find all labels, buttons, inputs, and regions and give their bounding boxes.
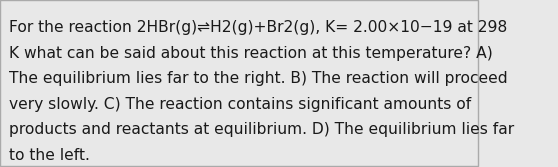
FancyBboxPatch shape — [0, 0, 478, 165]
Text: The equilibrium lies far to the right. B) The reaction will proceed: The equilibrium lies far to the right. B… — [8, 71, 507, 86]
Text: K what can be said about this reaction at this temperature? A): K what can be said about this reaction a… — [8, 46, 492, 60]
Text: For the reaction 2HBr(g)⇌H2(g)+Br2(g), K= 2.00×10−19 at 298: For the reaction 2HBr(g)⇌H2(g)+Br2(g), K… — [8, 20, 507, 35]
Text: to the left.: to the left. — [8, 148, 89, 163]
Text: very slowly. C) The reaction contains significant amounts of: very slowly. C) The reaction contains si… — [8, 97, 471, 112]
Text: products and reactants at equilibrium. D) The equilibrium lies far: products and reactants at equilibrium. D… — [8, 122, 514, 137]
